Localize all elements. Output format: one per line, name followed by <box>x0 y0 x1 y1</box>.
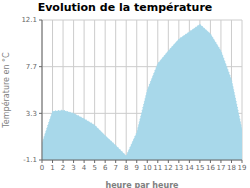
svg-text:8: 8 <box>124 164 128 172</box>
svg-text:9: 9 <box>135 164 139 172</box>
svg-text:12.1: 12.1 <box>21 16 37 24</box>
svg-text:3.3: 3.3 <box>26 110 37 118</box>
svg-text:19: 19 <box>238 164 242 172</box>
svg-text:-1.1: -1.1 <box>23 156 37 164</box>
svg-text:4: 4 <box>82 164 87 172</box>
svg-text:3: 3 <box>71 164 75 172</box>
svg-text:14: 14 <box>185 164 194 172</box>
svg-text:0: 0 <box>40 164 44 172</box>
svg-text:7: 7 <box>113 164 117 172</box>
svg-text:11: 11 <box>153 164 162 172</box>
svg-text:Température en °C: Température en °C <box>8 52 11 129</box>
svg-text:10: 10 <box>143 164 152 172</box>
svg-text:13: 13 <box>174 164 183 172</box>
svg-text:12: 12 <box>164 164 173 172</box>
svg-text:7.7: 7.7 <box>26 63 37 71</box>
svg-text:5: 5 <box>92 164 96 172</box>
svg-text:18: 18 <box>227 164 236 172</box>
svg-text:heure par heure: heure par heure <box>105 181 179 188</box>
html-text:Evolution de la température: Evolution de la température <box>37 1 213 14</box>
svg-text:2: 2 <box>61 164 65 172</box>
svg-text:1: 1 <box>50 164 54 172</box>
svg-text:17: 17 <box>216 164 225 172</box>
svg-text:6: 6 <box>103 164 108 172</box>
svg-text:16: 16 <box>206 164 215 172</box>
svg-text:15: 15 <box>195 164 204 172</box>
